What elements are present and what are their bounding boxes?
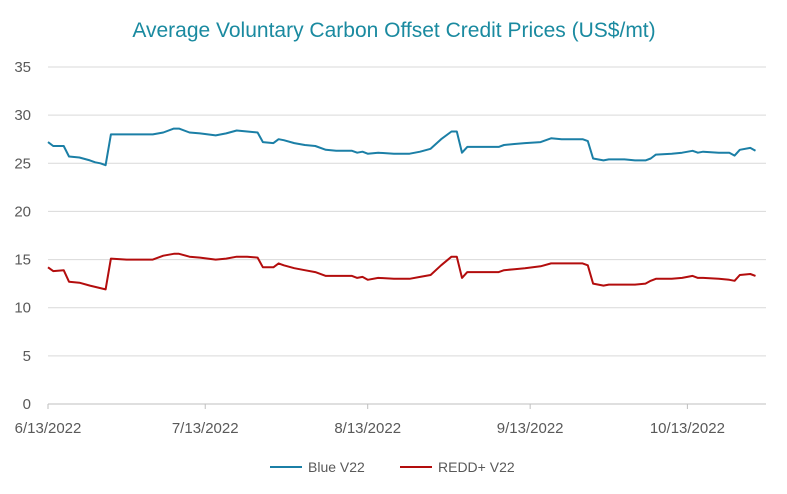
y-tick-label: 5 <box>23 348 31 365</box>
series-line <box>47 252 756 291</box>
x-tick-label: 6/13/2022 <box>15 420 82 437</box>
x-tick-label: 7/13/2022 <box>172 420 239 437</box>
x-tick-label: 10/13/2022 <box>650 420 725 437</box>
legend-label: REDD+ V22 <box>438 459 515 475</box>
y-tick-label: 25 <box>14 155 31 172</box>
legend-entry: REDD+ V22 <box>400 459 515 475</box>
x-tick-label: 9/13/2022 <box>497 420 564 437</box>
series-redd-v22 <box>47 252 756 291</box>
y-axis-ticks: 0 5 10 15 20 25 30 35 <box>14 59 31 413</box>
y-tick-label: 20 <box>14 203 31 220</box>
gridlines <box>48 66 766 357</box>
chart-title: Average Voluntary Carbon Offset Credit P… <box>132 19 655 42</box>
series-blue-v22 <box>47 127 756 167</box>
x-axis: 6/13/2022 7/13/2022 8/13/2022 9/13/2022 10/1… <box>15 403 766 437</box>
y-tick-label: 10 <box>14 300 31 317</box>
legend-label: Blue V22 <box>308 459 365 475</box>
y-tick-label: 35 <box>14 59 31 76</box>
legend-entry: Blue V22 <box>270 459 365 475</box>
y-tick-label: 0 <box>23 396 31 413</box>
series-line <box>47 127 756 167</box>
x-tick-label: 8/13/2022 <box>334 420 401 437</box>
series-lines <box>47 127 756 291</box>
y-tick-label: 15 <box>14 252 31 269</box>
legend: Blue V22 REDD+ V22 <box>270 459 515 475</box>
y-tick-label: 30 <box>14 107 31 124</box>
